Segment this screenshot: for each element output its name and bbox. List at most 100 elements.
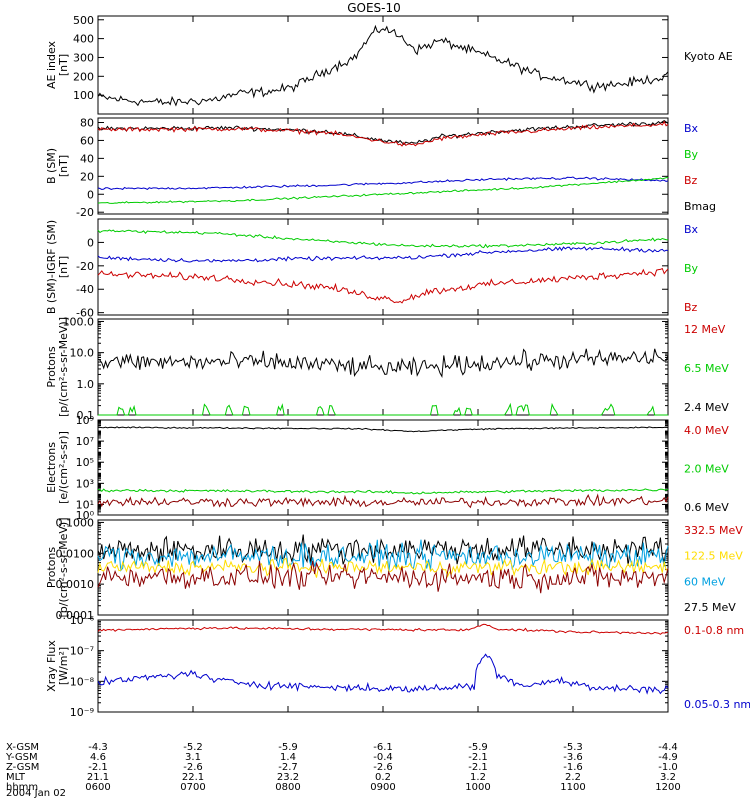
x-axis-tick-label: -4.3: [88, 742, 108, 753]
legend-label: Bz: [684, 301, 698, 314]
y-tick-label: 10.0: [70, 347, 95, 360]
y-tick-label: 10⁰: [76, 509, 95, 522]
x-axis-tick-label: 1.4: [280, 752, 296, 763]
legend-label: 0.6 MeV: [684, 501, 729, 514]
x-axis-tick-label: -4.9: [658, 752, 678, 763]
x-axis-tick-label: 1200: [655, 782, 680, 793]
y-axis-label: Protons[p/(cm²-s-sr-MeV)]: [45, 518, 70, 618]
y-tick-label: 10⁹: [76, 414, 94, 427]
y-tick-label: 0: [87, 188, 94, 201]
y-tick-label: 300: [73, 51, 94, 64]
legend-label: Bx: [684, 223, 699, 236]
y-tick-label: 40: [80, 152, 94, 165]
y-tick-label: 10¹: [76, 498, 94, 511]
x-axis-tick-label: -2.6: [183, 762, 203, 773]
x-axis-tick-label: -5.2: [183, 742, 203, 753]
x-axis-tick-label: -6.1: [373, 742, 393, 753]
legend-label: 2.0 MeV: [684, 462, 729, 475]
x-axis-tick-label: -2.1: [88, 762, 108, 773]
y-tick-label: 10⁷: [76, 435, 94, 448]
series-line-332-5-mev: [97, 560, 669, 594]
x-axis-tick-label: -2.7: [278, 762, 298, 773]
x-axis-tick-label: 22.1: [182, 772, 204, 783]
series-line-by: [97, 177, 669, 204]
legend-label: 332.5 MeV: [684, 524, 743, 537]
series-line-122-5-mev: [97, 557, 669, 579]
x-axis-tick-label: -1.6: [563, 762, 583, 773]
x-axis-tick-label: 2.2: [565, 772, 581, 783]
y-tick-label: 100.0: [63, 315, 95, 328]
y-axis-label: AE index[nT]: [45, 40, 70, 89]
panel-protons1: 0.1 1.0 10.0 100.0Protons[p/(cm²-s-sr-MeV)]…: [45, 315, 729, 422]
x-axis-tick-label: 1000: [465, 782, 490, 793]
series-line-bz: [97, 120, 669, 147]
y-axis-label: Electrons[e/(cm²-s-sr)]: [45, 431, 70, 504]
chart-title: GOES-10: [347, 1, 401, 15]
y-tick-label: 400: [73, 33, 94, 46]
y-axis-label: B (SM)[nT]: [45, 148, 70, 184]
legend-label: 0.1-0.8 nm: [684, 624, 744, 637]
x-axis-tick-label: -2.1: [468, 752, 488, 763]
x-axis-tick-label: 3.2: [660, 772, 676, 783]
legend-label: Bx: [684, 122, 699, 135]
x-axis-tick-label: -5.9: [468, 742, 488, 753]
x-axis-tick-label: -3.6: [563, 752, 583, 763]
legend-label: 6.5 MeV: [684, 362, 729, 375]
y-tick-label: -60: [76, 307, 94, 320]
x-axis-tick-label: -0.4: [373, 752, 393, 763]
y-tick-label: 60: [80, 134, 94, 147]
y-tick-label: 20: [80, 170, 94, 183]
panel-bdiff: -60 -40 -20 0 B (SM)-IGRF (SM)[nT] Bx By Bz: [45, 218, 699, 320]
y-tick-label: -20: [76, 206, 94, 219]
y-axis-label-line: [nT]: [57, 155, 70, 177]
x-axis-tick-label: -5.3: [563, 742, 583, 753]
y-tick-label: 10⁻⁹: [70, 706, 94, 719]
y-tick-label: 200: [73, 70, 94, 83]
series-line-bx: [97, 176, 669, 191]
legend-label: 4.0 MeV: [684, 424, 729, 437]
y-tick-label: 1.0: [77, 378, 95, 391]
series-line-6-5-mev: [98, 402, 668, 416]
y-tick-label: 0.1: [77, 409, 95, 422]
legend-label: 2.4 MeV: [684, 401, 729, 414]
y-tick-label: 10⁻⁷: [70, 645, 94, 658]
legend-label: By: [684, 262, 699, 275]
y-tick-label: 0.0001: [56, 609, 95, 622]
x-axis-tick-label: 0800: [275, 782, 300, 793]
legend-label: 122.5 MeV: [684, 550, 743, 563]
legend-label: Bz: [684, 174, 698, 187]
legend-label: Bmag: [684, 200, 716, 213]
x-axis-tick-label: -1.0: [658, 762, 678, 773]
y-axis-label: Protons[p/(cm²-s-sr-MeV)]: [45, 317, 70, 417]
date-label: 2004 Jan 02: [6, 788, 66, 799]
y-tick-label: 10³: [76, 477, 94, 490]
x-axis-tick-label: 21.1: [87, 772, 109, 783]
y-tick-label: 80: [80, 116, 94, 129]
x-axis-tick-label: 0700: [180, 782, 205, 793]
y-axis-label-line: Xray Flux: [45, 640, 58, 692]
series-line-bz: [97, 267, 669, 304]
panel-frame: [97, 318, 669, 416]
series-line-2-0-mev: [97, 488, 669, 495]
panel-frame: [97, 419, 669, 516]
panel-frame: [97, 15, 669, 115]
x-axis-tick-label: 4.6: [90, 752, 106, 763]
x-axis-row-label: MLT: [6, 772, 26, 783]
y-axis-label-line: [nT]: [57, 54, 70, 76]
y-axis-label-line: B (SM)-IGRF (SM): [45, 220, 58, 314]
x-axis-tick-label: 0600: [85, 782, 110, 793]
y-axis-label-line: B (SM): [45, 148, 58, 184]
x-axis-row-label: Y-GSM: [5, 752, 38, 763]
series-line-27-5-mev: [97, 534, 669, 566]
series-line-2-4-mev: [97, 348, 669, 379]
x-axis-tick-label: 1100: [560, 782, 585, 793]
series-line-0-1-0-8-nm: [97, 623, 669, 635]
x-axis-tick-label: 1.2: [470, 772, 486, 783]
series-line-bx: [97, 246, 669, 263]
y-axis-label-line: [e/(cm²-s-sr)]: [57, 431, 70, 504]
y-axis-label-line: [nT]: [57, 256, 70, 278]
